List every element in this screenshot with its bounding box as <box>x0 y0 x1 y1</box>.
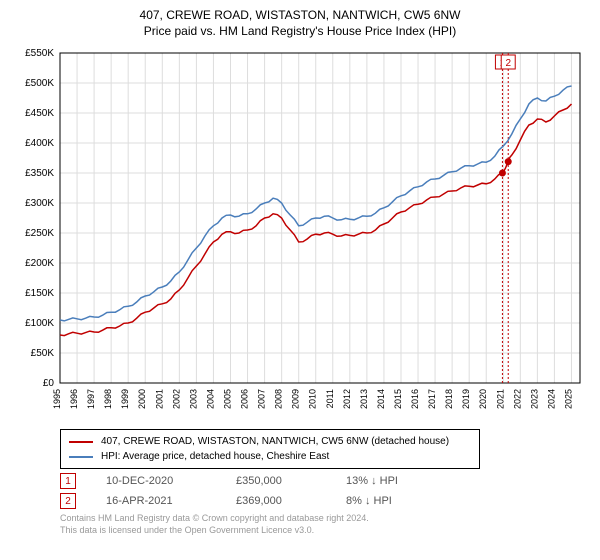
svg-text:£300K: £300K <box>25 198 54 209</box>
svg-text:1999: 1999 <box>120 389 130 409</box>
svg-text:£50K: £50K <box>31 348 55 359</box>
svg-text:2021: 2021 <box>495 389 505 409</box>
svg-text:1998: 1998 <box>103 389 113 409</box>
footer-line-2: This data is licensed under the Open Gov… <box>60 525 590 537</box>
legend-row: HPI: Average price, detached house, Ches… <box>69 449 471 464</box>
svg-text:£500K: £500K <box>25 78 54 89</box>
legend-swatch <box>69 441 93 443</box>
svg-text:£550K: £550K <box>25 48 54 59</box>
svg-text:£200K: £200K <box>25 258 54 269</box>
svg-text:2015: 2015 <box>393 389 403 409</box>
svg-text:2018: 2018 <box>444 389 454 409</box>
svg-text:2025: 2025 <box>563 389 573 409</box>
chart-svg: £0 £50K £100K £150K £200K £250K £300K £350K £400… <box>10 43 590 423</box>
svg-text:2009: 2009 <box>291 389 301 409</box>
svg-text:£100K: £100K <box>25 318 54 329</box>
svg-text:2006: 2006 <box>240 389 250 409</box>
svg-text:2013: 2013 <box>359 389 369 409</box>
sale-marker: 2 <box>60 493 76 509</box>
sales-table: 1 10-DEC-2020 £350,000 13% ↓ HPI 2 16-APR-202… <box>60 473 590 509</box>
svg-text:£450K: £450K <box>25 108 54 119</box>
svg-text:2014: 2014 <box>376 389 386 409</box>
sale-diff: 8% ↓ HPI <box>346 495 392 507</box>
svg-text:1996: 1996 <box>69 389 79 409</box>
svg-text:2010: 2010 <box>308 389 318 409</box>
sale-diff: 13% ↓ HPI <box>346 475 398 487</box>
svg-text:2008: 2008 <box>274 389 284 409</box>
svg-text:2017: 2017 <box>427 389 437 409</box>
sale-price: £350,000 <box>236 475 316 487</box>
svg-text:2007: 2007 <box>257 389 267 409</box>
svg-text:2011: 2011 <box>325 389 335 408</box>
legend-row: 407, CREWE ROAD, WISTASTON, NANTWICH, CW… <box>69 434 471 449</box>
svg-text:£250K: £250K <box>25 228 54 239</box>
title-line-2: Price paid vs. HM Land Registry's House … <box>10 24 590 40</box>
svg-text:2024: 2024 <box>546 389 556 409</box>
svg-text:1995: 1995 <box>52 389 62 409</box>
chart-title: 407, CREWE ROAD, WISTASTON, NANTWICH, CW… <box>10 8 590 39</box>
svg-text:£350K: £350K <box>25 168 54 179</box>
sale-price: £369,000 <box>236 495 316 507</box>
sale-marker: 1 <box>60 473 76 489</box>
chart-area: £0 £50K £100K £150K £200K £250K £300K £350K £400… <box>10 43 590 423</box>
legend-label: HPI: Average price, detached house, Ches… <box>101 449 329 464</box>
legend-box: 407, CREWE ROAD, WISTASTON, NANTWICH, CW… <box>60 429 480 469</box>
svg-text:2004: 2004 <box>205 389 215 409</box>
svg-text:2003: 2003 <box>188 389 198 409</box>
svg-text:2019: 2019 <box>461 389 471 409</box>
svg-text:2005: 2005 <box>222 389 232 409</box>
svg-text:1997: 1997 <box>86 389 96 409</box>
svg-text:2022: 2022 <box>512 389 522 409</box>
svg-text:2020: 2020 <box>478 389 488 409</box>
svg-text:2012: 2012 <box>342 389 352 409</box>
legend-label: 407, CREWE ROAD, WISTASTON, NANTWICH, CW… <box>101 434 449 449</box>
footer-line-1: Contains HM Land Registry data © Crown c… <box>60 513 590 525</box>
svg-text:2001: 2001 <box>154 389 164 409</box>
title-line-1: 407, CREWE ROAD, WISTASTON, NANTWICH, CW… <box>10 8 590 24</box>
legend-swatch <box>69 456 93 458</box>
sale-row: 2 16-APR-2021 £369,000 8% ↓ HPI <box>60 493 590 509</box>
svg-text:2000: 2000 <box>137 389 147 409</box>
footer: Contains HM Land Registry data © Crown c… <box>60 513 590 536</box>
sale-date: 10-DEC-2020 <box>106 475 206 487</box>
svg-text:2016: 2016 <box>410 389 420 409</box>
svg-text:£400K: £400K <box>25 138 54 149</box>
svg-text:2: 2 <box>505 58 511 69</box>
svg-text:2002: 2002 <box>171 389 181 409</box>
svg-text:£0: £0 <box>43 378 55 389</box>
svg-text:£150K: £150K <box>25 288 54 299</box>
chart-container: 407, CREWE ROAD, WISTASTON, NANTWICH, CW… <box>0 0 600 560</box>
svg-text:2023: 2023 <box>529 389 539 409</box>
sale-date: 16-APR-2021 <box>106 495 206 507</box>
sale-row: 1 10-DEC-2020 £350,000 13% ↓ HPI <box>60 473 590 489</box>
